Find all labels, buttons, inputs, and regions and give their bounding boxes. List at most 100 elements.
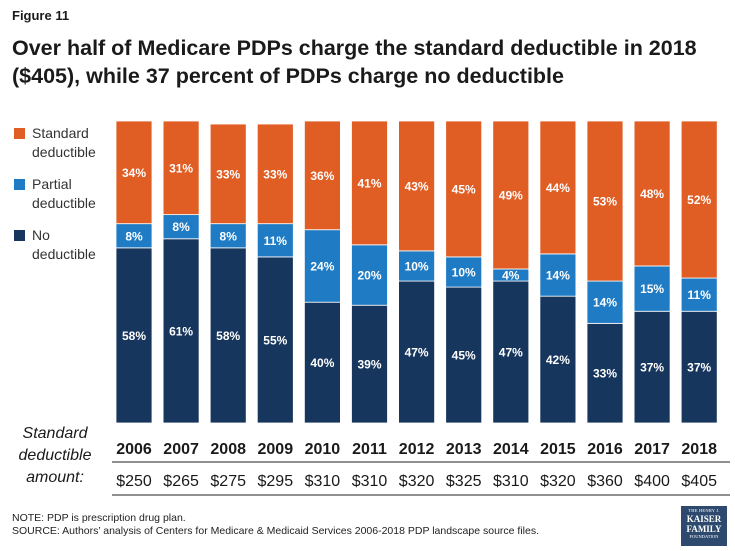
x-tick-label-2010: 2010 [305, 441, 341, 458]
data-label-none-2017: 37% [640, 361, 664, 375]
bar-none-2009 [256, 256, 294, 424]
bar-partial-2016 [586, 280, 624, 324]
footnotes: NOTE: PDP is prescription drug plan. SOU… [12, 512, 539, 538]
bar-partial-2013 [445, 256, 483, 288]
bar-standard-2015 [539, 120, 577, 255]
bar-standard-2018 [680, 120, 718, 279]
bar-none-2010 [303, 301, 341, 424]
bar-partial-2015 [539, 253, 577, 297]
legend-swatch-partial [14, 179, 25, 190]
stacked-bar-chart: 58% 8% 34% 2006 $250 61% 8% 31% 2007 $265 58% 8% 33%… [112, 120, 730, 496]
data-label-partial-2013: 10% [452, 266, 476, 280]
data-label-partial-2017: 15% [640, 282, 664, 296]
logo-line-2b: FAMILY [686, 524, 722, 534]
amount-label-2016: $360 [587, 473, 623, 490]
data-label-none-2010: 40% [310, 356, 334, 370]
bar-standard-2014 [492, 120, 530, 270]
data-label-partial-2014: 4% [502, 269, 520, 283]
legend: Standard deductible Partial deductible N… [14, 124, 114, 277]
data-label-standard-2014: 49% [499, 188, 523, 202]
kff-logo: THE HENRY J. KAISER FAMILY FOUNDATION [681, 506, 727, 546]
row-label-deductible: deductible [18, 447, 92, 464]
amount-label-2006: $250 [116, 473, 152, 490]
row-label-amount: amount: [26, 469, 84, 486]
bar-standard-2017 [633, 120, 671, 267]
bar-standard-2007 [162, 120, 200, 216]
data-label-partial-2007: 8% [172, 220, 190, 234]
logo-line-3: FOUNDATION [689, 534, 719, 539]
data-label-partial-2016: 14% [593, 296, 617, 310]
legend-label-partial-1: Partial [32, 176, 72, 192]
legend-label-none-1: No [32, 227, 50, 243]
amount-label-2015: $320 [540, 473, 576, 490]
bar-none-2008 [209, 247, 247, 424]
x-tick-label-2007: 2007 [163, 441, 199, 458]
x-tick-label-2013: 2013 [446, 441, 482, 458]
data-label-standard-2016: 53% [593, 195, 617, 209]
source-text: SOURCE: Authors’ analysis of Centers for… [12, 525, 539, 537]
data-label-none-2007: 61% [169, 324, 193, 338]
amount-label-2010: $310 [305, 473, 341, 490]
x-tick-label-2014: 2014 [493, 441, 529, 458]
data-label-standard-2018: 52% [687, 193, 711, 207]
bar-standard-2009 [256, 123, 294, 225]
data-label-none-2006: 58% [122, 329, 146, 343]
legend-swatch-standard [14, 128, 25, 139]
legend-label-partial-2: deductible [32, 195, 96, 211]
data-label-none-2012: 47% [405, 346, 429, 360]
data-label-none-2011: 39% [357, 358, 381, 372]
x-tick-label-2017: 2017 [634, 441, 670, 458]
bar-standard-2008 [209, 123, 247, 225]
bar-partial-2012 [398, 250, 436, 282]
data-label-none-2013: 45% [452, 349, 476, 363]
data-label-none-2016: 33% [593, 367, 617, 381]
data-label-partial-2008: 8% [220, 229, 238, 243]
data-label-standard-2017: 48% [640, 187, 664, 201]
bar-standard-2013 [445, 120, 483, 258]
amount-label-2013: $325 [446, 473, 482, 490]
legend-label-standard-2: deductible [32, 144, 96, 160]
bar-none-2013 [445, 286, 483, 424]
logo-line-1: THE HENRY J. [688, 508, 720, 513]
data-label-partial-2015: 14% [546, 269, 570, 283]
x-tick-label-2012: 2012 [399, 441, 435, 458]
row-label-standard: Standard [22, 425, 88, 442]
data-label-standard-2013: 45% [452, 182, 476, 196]
x-tick-label-2009: 2009 [258, 441, 294, 458]
bar-standard-2012 [398, 120, 436, 252]
bar-none-2016 [586, 322, 624, 424]
amount-label-2014: $310 [493, 473, 529, 490]
bar-none-2012 [398, 280, 436, 424]
bar-standard-2016 [586, 120, 624, 282]
logo-line-2a: KAISER [686, 514, 722, 524]
legend-item-partial: Partial deductible [14, 175, 114, 213]
bar-standard-2006 [115, 120, 153, 225]
data-label-none-2018: 37% [687, 361, 711, 375]
data-label-standard-2010: 36% [310, 169, 334, 183]
legend-swatch-none [14, 230, 25, 241]
amount-label-2008: $275 [210, 473, 246, 490]
amount-label-2007: $265 [163, 473, 199, 490]
bar-standard-2010 [303, 120, 341, 231]
data-label-standard-2006: 34% [122, 166, 146, 180]
amount-label-2017: $400 [634, 473, 670, 490]
figure-label: Figure 11 [12, 8, 70, 23]
bar-partial-2009 [256, 223, 294, 258]
x-tick-label-2018: 2018 [681, 441, 717, 458]
x-tick-label-2015: 2015 [540, 441, 576, 458]
bar-none-2007 [162, 238, 200, 424]
data-label-none-2014: 47% [499, 346, 523, 360]
x-tick-label-2016: 2016 [587, 441, 623, 458]
data-label-partial-2012: 10% [405, 259, 429, 273]
amount-label-2009: $295 [258, 473, 294, 490]
data-label-standard-2007: 31% [169, 161, 193, 175]
data-label-partial-2018: 11% [688, 288, 712, 302]
bar-standard-2011 [351, 120, 388, 246]
data-label-standard-2011: 41% [357, 176, 381, 190]
data-label-none-2009: 55% [263, 333, 287, 347]
data-label-standard-2012: 43% [405, 179, 429, 193]
bar-partial-2006 [115, 223, 153, 249]
data-label-none-2008: 58% [216, 329, 240, 343]
data-label-partial-2009: 11% [264, 234, 288, 248]
x-tick-label-2006: 2006 [116, 441, 152, 458]
